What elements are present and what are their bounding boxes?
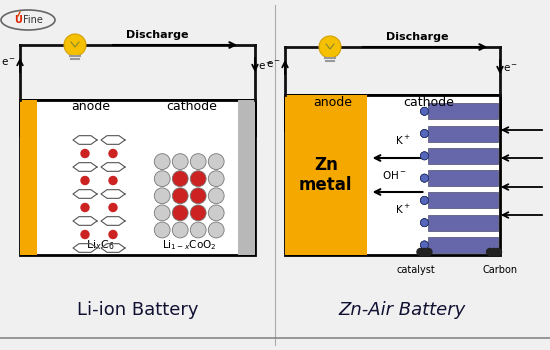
Circle shape [208, 171, 224, 187]
Circle shape [109, 231, 117, 238]
Circle shape [420, 107, 428, 115]
Circle shape [172, 205, 188, 221]
FancyBboxPatch shape [238, 100, 255, 255]
FancyBboxPatch shape [428, 148, 498, 164]
Circle shape [420, 152, 428, 160]
Circle shape [155, 171, 170, 187]
Circle shape [494, 248, 502, 256]
Circle shape [190, 154, 206, 169]
Circle shape [420, 196, 428, 204]
Circle shape [109, 176, 117, 184]
Circle shape [109, 149, 117, 158]
Circle shape [420, 196, 428, 204]
Circle shape [487, 248, 493, 256]
Circle shape [420, 174, 428, 182]
Circle shape [172, 222, 188, 238]
Text: Carbon: Carbon [482, 265, 518, 275]
FancyBboxPatch shape [20, 100, 255, 135]
Circle shape [208, 154, 224, 169]
Text: Discharge: Discharge [126, 30, 189, 40]
Circle shape [420, 130, 428, 138]
Circle shape [420, 130, 428, 138]
Circle shape [109, 203, 117, 211]
Text: K$^+$: K$^+$ [395, 133, 410, 147]
FancyBboxPatch shape [428, 215, 498, 231]
Text: Zn
metal: Zn metal [299, 156, 353, 194]
Circle shape [190, 188, 206, 204]
FancyBboxPatch shape [428, 170, 498, 186]
Circle shape [420, 107, 428, 115]
Circle shape [420, 196, 428, 204]
Circle shape [491, 248, 498, 256]
Text: cathode: cathode [404, 96, 454, 108]
Circle shape [64, 34, 86, 56]
Circle shape [81, 176, 89, 184]
Circle shape [420, 241, 428, 249]
Circle shape [172, 171, 188, 187]
Circle shape [172, 154, 188, 169]
Text: OH$^-$: OH$^-$ [382, 169, 407, 181]
Circle shape [420, 107, 428, 115]
Circle shape [420, 219, 428, 227]
Text: Discharge: Discharge [386, 32, 449, 42]
Text: Li-ion Battery: Li-ion Battery [77, 301, 198, 319]
FancyBboxPatch shape [285, 95, 500, 255]
Text: catalyst: catalyst [396, 265, 435, 275]
Circle shape [155, 154, 170, 169]
Circle shape [81, 149, 89, 158]
FancyBboxPatch shape [428, 126, 498, 141]
Text: e$^-$: e$^-$ [258, 62, 273, 72]
Text: anode: anode [71, 100, 110, 113]
Text: Li$_{1-x}$CoO$_2$: Li$_{1-x}$CoO$_2$ [162, 238, 217, 252]
Circle shape [172, 188, 188, 204]
Text: Fine: Fine [23, 15, 43, 25]
Text: U: U [14, 15, 22, 25]
Circle shape [208, 188, 224, 204]
Circle shape [420, 219, 428, 227]
Circle shape [420, 241, 428, 249]
Circle shape [208, 222, 224, 238]
Circle shape [190, 222, 206, 238]
FancyBboxPatch shape [20, 100, 255, 255]
Circle shape [419, 248, 426, 256]
Circle shape [208, 205, 224, 221]
Text: e$^-$: e$^-$ [266, 60, 281, 70]
Text: e$^-$: e$^-$ [1, 57, 16, 69]
Circle shape [420, 152, 428, 160]
FancyBboxPatch shape [428, 193, 498, 209]
FancyBboxPatch shape [428, 103, 498, 119]
Text: Li$_x$C$_6$: Li$_x$C$_6$ [86, 238, 114, 252]
Circle shape [420, 219, 428, 227]
Circle shape [81, 203, 89, 211]
Circle shape [421, 248, 428, 256]
Circle shape [81, 231, 89, 238]
Circle shape [420, 174, 428, 182]
Circle shape [420, 241, 428, 249]
Text: K$^+$: K$^+$ [395, 202, 410, 216]
Circle shape [319, 36, 341, 58]
Circle shape [420, 174, 428, 182]
FancyBboxPatch shape [428, 237, 498, 253]
FancyBboxPatch shape [285, 95, 367, 255]
Text: Zn-Air Battery: Zn-Air Battery [339, 301, 466, 319]
Text: anode: anode [313, 96, 352, 108]
Circle shape [417, 248, 424, 256]
Circle shape [425, 248, 432, 256]
Text: e$^-$: e$^-$ [503, 63, 518, 75]
Text: cathode: cathode [166, 100, 217, 113]
Circle shape [420, 130, 428, 138]
Circle shape [155, 222, 170, 238]
Circle shape [155, 188, 170, 204]
Circle shape [423, 248, 430, 256]
Circle shape [420, 152, 428, 160]
FancyBboxPatch shape [20, 100, 37, 255]
Circle shape [190, 205, 206, 221]
Circle shape [190, 171, 206, 187]
FancyBboxPatch shape [285, 95, 500, 130]
Circle shape [155, 205, 170, 221]
